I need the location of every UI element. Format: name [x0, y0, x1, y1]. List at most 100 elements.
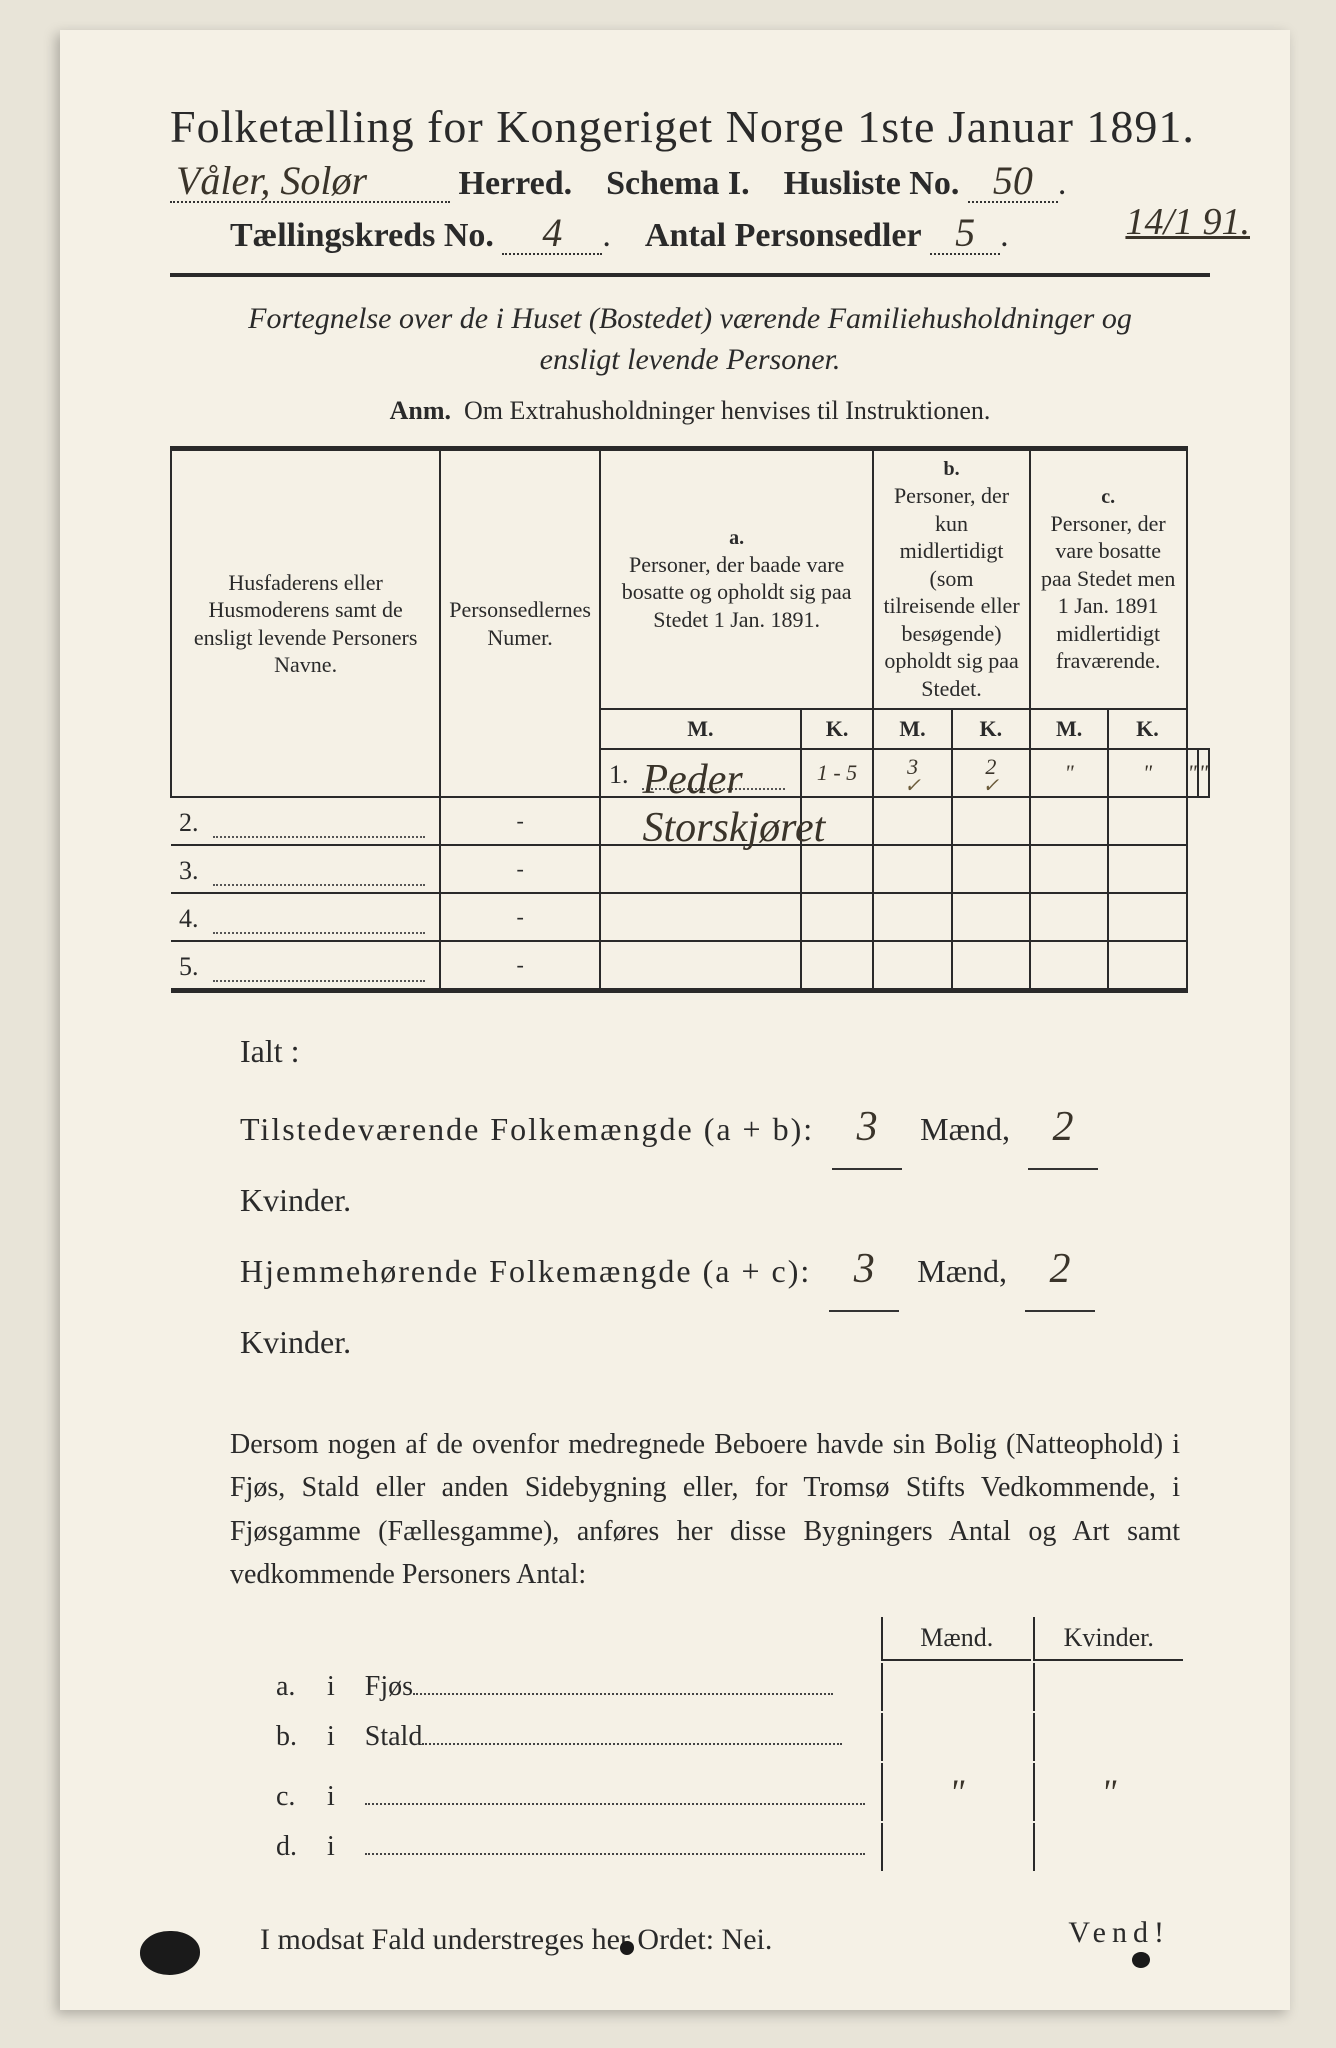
side-row: d. i [262, 1823, 1183, 1871]
header-line-2: Tællingskreds No. 4. Antal Personsedler … [170, 213, 1210, 255]
row-name [213, 900, 425, 934]
cell [801, 941, 874, 991]
cell [1108, 797, 1186, 845]
census-table: Husfaderens eller Husmoderens samt de en… [170, 446, 1210, 993]
ink-blot-icon [620, 1941, 634, 1955]
cell [952, 797, 1030, 845]
husliste-no: 50 [968, 161, 1058, 203]
cell: " [1030, 749, 1109, 797]
cell [1108, 893, 1186, 941]
cell: 2✓ [952, 749, 1030, 797]
row-num-cell: 1 - 5 [801, 749, 874, 797]
cell: " [1187, 749, 1198, 797]
row-num-cell: - [440, 941, 600, 991]
totals-l2-label: Hjemmehørende Folkemængde (a + c): [240, 1253, 811, 1289]
side-row: b. i Stald [262, 1713, 1183, 1761]
cell [1030, 797, 1109, 845]
b-k-label: K. [952, 709, 1030, 749]
side-label: Stald [365, 1721, 423, 1752]
side-m [881, 1713, 1031, 1761]
cell [873, 893, 952, 941]
cell [801, 845, 874, 893]
side-i: i [313, 1763, 349, 1821]
col-name-header: Husfaderens eller Husmoderens samt de en… [171, 449, 440, 798]
totals-l1-label: Tilstedeværende Folkemængde (a + b): [240, 1111, 814, 1147]
cell [952, 941, 1030, 991]
side-m: " [881, 1763, 1031, 1821]
rule-1 [170, 273, 1210, 277]
row-name [213, 948, 425, 982]
header-line-1: Våler, Solør Herred. Schema I. Husliste … [170, 161, 1210, 203]
cell [600, 893, 801, 941]
side-kvinder-label: Kvinder. [1033, 1617, 1183, 1661]
group-b-header: b. Personer, der kun midlertidigt (som t… [873, 449, 1030, 710]
side-row: a. i Fjøs [262, 1663, 1183, 1711]
b-m-label: M. [873, 709, 952, 749]
cell [1108, 941, 1186, 991]
side-k [1033, 1713, 1183, 1761]
group-a-letter: a. [609, 526, 864, 551]
paragraph: Dersom nogen af de ovenfor medregnede Be… [230, 1423, 1180, 1597]
cell [952, 845, 1030, 893]
dots [365, 1845, 865, 1855]
cell [1030, 941, 1109, 991]
side-i: i [313, 1663, 349, 1711]
kreds-label: Tællingskreds No. [230, 217, 494, 254]
group-a-text: Personer, der baade vare bosatte og opho… [609, 551, 864, 634]
table-row: 5. - [171, 941, 1209, 991]
row-number: 3. [179, 856, 207, 886]
group-a-header: a. Personer, der baade vare bosatte og o… [600, 449, 873, 710]
totals-line-1: Tilstedeværende Folkemængde (a + b): 3 M… [240, 1088, 1210, 1231]
page-title: Folketælling for Kongeriget Norge 1ste J… [170, 100, 1210, 153]
ac-maend: 3 [829, 1230, 899, 1312]
cell [1030, 845, 1109, 893]
side-label: Fjøs [365, 1671, 413, 1702]
group-b-text: Personer, der kun midlertidigt (som tilr… [882, 482, 1021, 702]
row-name: Peder Storskjøret [642, 756, 785, 790]
side-i: i [313, 1713, 349, 1761]
row-number: 4. [179, 904, 207, 934]
kvinder-label: Kvinder. [240, 1324, 351, 1360]
anm-text: Om Extrahusholdninger henvises til Instr… [464, 396, 990, 425]
dots [365, 1795, 865, 1805]
table-row: 4. - [171, 893, 1209, 941]
group-c-header: c. Personer, der vare bosatte paa Stedet… [1030, 449, 1187, 710]
ab-kvinder: 2 [1028, 1088, 1098, 1170]
ab-maend: 3 [832, 1088, 902, 1170]
cell [600, 941, 801, 991]
side-letter: a. [262, 1663, 311, 1711]
side-building-table: Mænd. Kvinder. a. i Fjøs b. i Stald c. i… [260, 1615, 1185, 1873]
side-letter: d. [262, 1823, 311, 1871]
side-k: " [1033, 1763, 1183, 1821]
totals-line-2: Hjemmehørende Folkemængde (a + c): 3 Mæn… [240, 1230, 1210, 1373]
herred-label: Herred. [459, 165, 573, 202]
group-c-letter: c. [1039, 485, 1178, 510]
side-k [1033, 1823, 1183, 1871]
side-m [881, 1663, 1031, 1711]
row-name [213, 804, 425, 838]
col-num-header: Personsedlernes Numer. [440, 449, 600, 798]
cell [873, 941, 952, 991]
row-num-cell: - [440, 845, 600, 893]
anm-line: Anm. Om Extrahusholdninger henvises til … [170, 396, 1210, 426]
cell: " [1198, 749, 1209, 797]
row-name [213, 852, 425, 886]
side-m [881, 1823, 1031, 1871]
totals-block: Ialt : Tilstedeværende Folkemængde (a + … [240, 1021, 1210, 1373]
c-m-label: M. [1030, 709, 1109, 749]
dots [422, 1735, 842, 1745]
margin-date: 14/1 91. [1125, 200, 1250, 244]
row-number: 1. [609, 760, 637, 790]
c-k-label: K. [1108, 709, 1186, 749]
cell: " [1108, 749, 1186, 797]
anm-label: Anm. [390, 396, 451, 425]
cell [873, 845, 952, 893]
kvinder-label: Kvinder. [240, 1182, 351, 1218]
group-c-text: Personer, der vare bosatte paa Stedet me… [1039, 510, 1178, 675]
schema-label: Schema I. [606, 165, 750, 202]
ink-blot-icon [140, 1931, 200, 1975]
side-maend-label: Mænd. [881, 1617, 1031, 1661]
row-number: 5. [179, 952, 207, 982]
maend-label: Mænd, [917, 1253, 1007, 1289]
census-form-page: Folketælling for Kongeriget Norge 1ste J… [60, 30, 1290, 2010]
